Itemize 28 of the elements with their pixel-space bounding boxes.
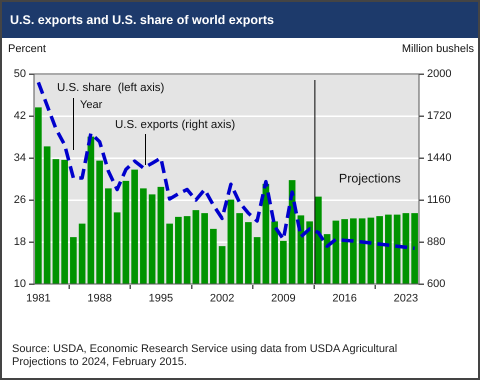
y-tick-label: 18 <box>14 236 26 248</box>
y-tick-label: 34 <box>14 152 26 164</box>
line-series <box>36 80 416 250</box>
annotation: U.S. share (left axis) <box>57 82 164 94</box>
y2-tick-label: 2000 <box>427 68 452 80</box>
x-tick-label: 2002 <box>210 292 234 305</box>
annotation: U.S. exports (right axis) <box>115 119 236 131</box>
y2-tick-label: 1440 <box>427 152 452 164</box>
y2-tick-label: 1160 <box>427 194 451 206</box>
y-tick-label: 26 <box>14 194 26 206</box>
x-tick-label: 1995 <box>148 292 174 305</box>
x-axis-title: Year <box>80 99 103 111</box>
y-tick-label: 50 <box>14 68 26 80</box>
y-tick-label: 42 <box>14 110 26 122</box>
x-tick-label: 2016 <box>332 292 357 305</box>
chart-title: U.S. exports and U.S. share of world exports <box>2 2 478 38</box>
y-axis-title: Percent <box>8 43 46 55</box>
y2-tick-label: 1720 <box>427 110 452 122</box>
ref-line-label: Projections <box>338 171 401 186</box>
y-tick-label: 10 <box>14 278 26 290</box>
y2-tick-label: 600 <box>427 278 446 290</box>
x-tick-label: 2009 <box>271 292 296 305</box>
x-tick-label: 1988 <box>87 292 112 305</box>
x-tick-label: 2023 <box>394 292 418 305</box>
source-note: Source: USDA, Economic Research Service using data from USDA Agricultural Projections to 2024, February 2015. <box>12 343 398 369</box>
y2-tick-label: 880 <box>427 236 446 248</box>
y2-axis-title: Million bushels <box>402 43 474 55</box>
x-tick-label: 1981 <box>26 292 51 305</box>
